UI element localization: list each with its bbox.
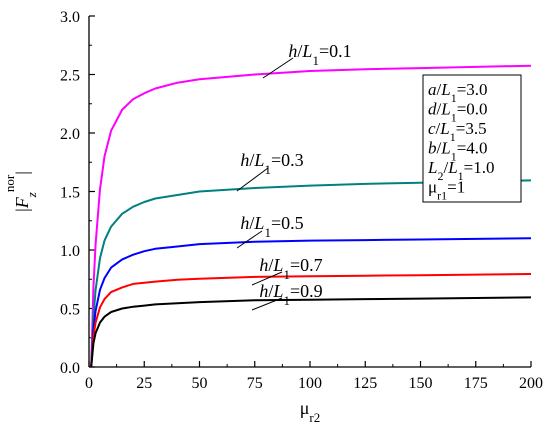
leader-line	[262, 57, 294, 79]
axes: 0 25 50 75 100 125 150 175 200 0.0 0.5 1.0 1.5 2.0 2.5…	[2, 9, 543, 425]
leader-line	[251, 271, 283, 286]
leader-line	[236, 167, 269, 192]
parameter-line-1: a/L1=3.0	[428, 80, 488, 105]
x-tick-label: 25	[136, 375, 152, 392]
curve-label-3: h/L1=0.5	[240, 213, 303, 240]
parameter-line-5: L2/L1=1.0	[427, 158, 495, 183]
parameter-line-2: d/L1=0.0	[428, 100, 488, 125]
curve-labels: h/L1=0.1 h/L1=0.3 h/L1=0.5 h/L1=0.7h/L1=0.9	[236, 41, 352, 311]
curve-label-5: h/L1=0.9	[259, 281, 322, 308]
series-line-1	[90, 64, 532, 368]
curve-label-1: h/L1=0.1	[288, 41, 351, 68]
y-tick-label: 1.5	[60, 185, 80, 202]
parameter-box-frame	[422, 74, 522, 203]
curve-label-4: h/L1=0.7	[259, 255, 322, 282]
x-tick-label: 100	[298, 375, 322, 392]
series-line-3	[90, 237, 532, 368]
curves	[90, 64, 532, 368]
y-tick-label: 3.0	[60, 9, 80, 26]
parameter-line-4: b/L1=4.0	[428, 139, 488, 164]
parameter-line-6: μr1=1	[428, 178, 465, 203]
x-axis-title: μr2	[300, 398, 321, 425]
y-tick-label: 2.5	[60, 68, 80, 85]
series-line-4	[90, 273, 532, 368]
y-tick-label: 0.0	[60, 360, 80, 377]
series-line-2	[90, 179, 532, 368]
leader-line	[251, 297, 283, 311]
x-tick-label: 0	[85, 375, 93, 392]
y-axis-title: |Fznor|	[2, 171, 39, 212]
x-tick-label: 150	[409, 375, 433, 392]
x-tick-label: 75	[247, 375, 263, 392]
x-tick-label: 125	[353, 375, 377, 392]
parameter-box: a/L1=3.0d/L1=0.0c/L1=3.5b/L1=4.0L2/L1=1.…	[422, 74, 522, 203]
x-tick-label: 50	[192, 375, 208, 392]
parameter-line-3: c/L1=3.5	[428, 119, 487, 144]
x-tick-label: 175	[464, 375, 488, 392]
curve-label-2: h/L1=0.3	[240, 150, 303, 177]
x-tick-label: 200	[519, 375, 543, 392]
leader-line	[236, 230, 263, 249]
y-tick-label: 1.0	[60, 243, 80, 260]
y-tick-label: 0.5	[60, 302, 80, 319]
series-line-5	[90, 296, 532, 368]
y-tick-label: 2.0	[60, 126, 80, 143]
